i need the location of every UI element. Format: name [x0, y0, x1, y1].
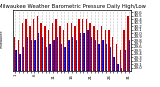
Bar	[64, 47, 66, 71]
Bar	[48, 30, 49, 71]
Bar	[56, 19, 57, 71]
Bar	[86, 19, 87, 71]
Bar	[74, 26, 76, 71]
Bar	[37, 16, 38, 71]
Bar	[71, 23, 72, 71]
Bar	[93, 26, 95, 71]
Bar	[52, 23, 53, 71]
Bar	[76, 40, 77, 71]
Bar	[22, 23, 23, 71]
Bar	[18, 40, 19, 71]
Bar	[129, 40, 130, 71]
Bar	[49, 44, 51, 71]
Bar	[23, 47, 24, 71]
Bar	[34, 40, 36, 71]
Bar	[108, 30, 110, 71]
Bar	[15, 50, 17, 71]
Bar	[78, 19, 80, 71]
Bar	[53, 40, 55, 71]
Bar	[117, 64, 119, 71]
Bar	[104, 30, 106, 71]
Bar	[19, 54, 21, 71]
Bar	[38, 33, 40, 71]
Text: Milwaukee: Milwaukee	[0, 30, 4, 48]
Bar	[33, 19, 34, 71]
Bar	[89, 23, 91, 71]
Bar	[95, 40, 96, 71]
Bar	[27, 37, 28, 71]
Bar	[127, 16, 129, 71]
Bar	[110, 47, 111, 71]
Bar	[113, 57, 115, 71]
Bar	[82, 19, 83, 71]
Title: Milwaukee Weather Barometric Pressure Daily High/Low: Milwaukee Weather Barometric Pressure Da…	[0, 4, 146, 9]
Bar	[120, 50, 121, 71]
Bar	[63, 30, 64, 71]
Bar	[40, 23, 42, 71]
Bar	[46, 47, 47, 71]
Bar	[29, 26, 31, 71]
Bar	[42, 37, 43, 71]
Bar	[80, 33, 81, 71]
Bar	[68, 40, 70, 71]
Bar	[44, 26, 46, 71]
Bar	[91, 37, 92, 71]
Bar	[102, 40, 104, 71]
Bar	[31, 40, 32, 71]
Bar	[14, 37, 15, 71]
Bar	[25, 19, 27, 71]
Bar	[125, 50, 126, 71]
Bar	[67, 23, 68, 71]
Bar	[72, 37, 73, 71]
Bar	[112, 37, 113, 71]
Bar	[98, 44, 100, 71]
Bar	[121, 68, 122, 71]
Bar	[61, 44, 62, 71]
Bar	[97, 30, 98, 71]
Bar	[87, 30, 88, 71]
Bar	[101, 26, 102, 71]
Bar	[83, 33, 85, 71]
Bar	[123, 30, 125, 71]
Bar	[57, 37, 58, 71]
Bar	[106, 44, 107, 71]
Bar	[116, 44, 117, 71]
Bar	[59, 26, 61, 71]
